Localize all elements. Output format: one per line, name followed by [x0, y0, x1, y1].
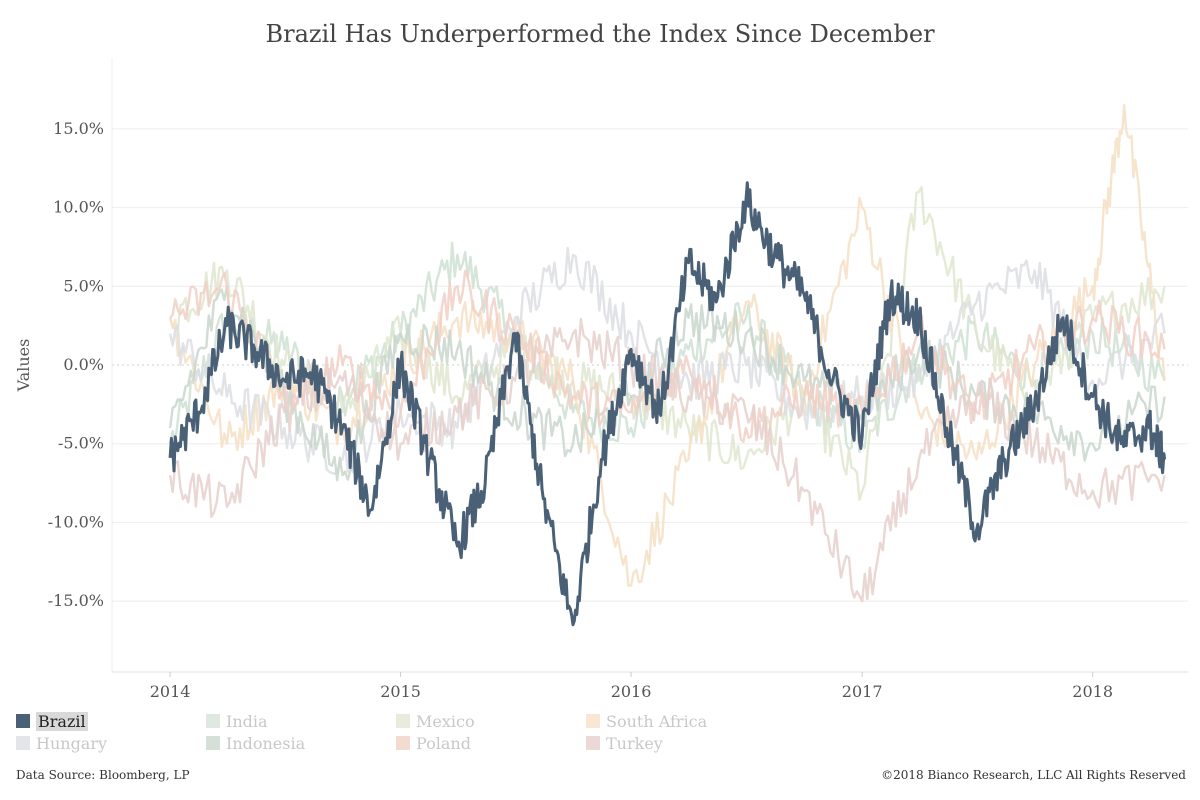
y-tick-label: 5.0%: [63, 276, 104, 295]
y-tick-labels: 15.0% 10.0% 5.0% 0.0% -5.0% -10.0% -15.0%: [48, 119, 104, 610]
legend-item-brazil[interactable]: Brazil: [16, 711, 88, 731]
data-source: Data Source: Bloomberg, LP: [16, 768, 190, 782]
legend-label: India: [226, 711, 268, 731]
legend-swatch: [206, 736, 220, 750]
x-tick-label: 2014: [150, 682, 191, 700]
chart: Brazil Has Underperformed the Index Sinc…: [14, 20, 1188, 700]
series-line-turkey: [168, 317, 1166, 603]
series-line-brazil: [168, 181, 1167, 627]
legend-label: South Africa: [606, 711, 708, 731]
x-tick-label: 2017: [842, 682, 883, 700]
legend-item-poland[interactable]: Poland: [396, 733, 471, 753]
series-line-south-africa: [168, 103, 1166, 587]
legend-swatch: [16, 714, 30, 728]
legend-item-indonesia[interactable]: Indonesia: [206, 733, 305, 753]
legend-swatch: [16, 736, 30, 750]
legend-label: Indonesia: [226, 733, 306, 753]
legend-item-hungary[interactable]: Hungary: [16, 733, 107, 753]
legend-swatch: [586, 736, 600, 750]
legend-swatch: [586, 714, 600, 728]
y-tick-label: -10.0%: [48, 512, 104, 531]
y-axis-label: Values: [14, 339, 33, 393]
legend-swatch: [206, 714, 220, 728]
x-tick-label: 2018: [1072, 682, 1113, 700]
legend-label: Mexico: [416, 711, 475, 731]
y-tick-label: 0.0%: [63, 355, 104, 374]
legend-swatch: [396, 714, 410, 728]
legend-label: Poland: [416, 733, 471, 753]
x-tick-labels: 2014 2015 2016 2017 2018: [150, 672, 1113, 700]
legend-item-south-africa[interactable]: South Africa: [586, 711, 707, 731]
x-tick-label: 2015: [380, 682, 421, 700]
x-tick-label: 2016: [611, 682, 652, 700]
copyright: ©2018 Bianco Research, LLC All Rights Re…: [881, 768, 1186, 782]
legend-label: Turkey: [606, 733, 663, 753]
y-tick-label: 15.0%: [53, 119, 104, 138]
legend-label: Hungary: [36, 733, 108, 753]
y-tick-label: -5.0%: [58, 434, 104, 453]
legend-item-turkey[interactable]: Turkey: [586, 733, 663, 753]
legend-swatch: [396, 736, 410, 750]
y-tick-label: 10.0%: [53, 198, 104, 217]
chart-title: Brazil Has Underperformed the Index Sinc…: [265, 20, 935, 48]
legend-item-mexico[interactable]: Mexico: [396, 711, 475, 731]
legend-item-india[interactable]: India: [206, 711, 268, 731]
series-lines: [168, 103, 1167, 627]
legend-label: Brazil: [36, 711, 88, 731]
y-tick-label: -15.0%: [48, 591, 104, 610]
